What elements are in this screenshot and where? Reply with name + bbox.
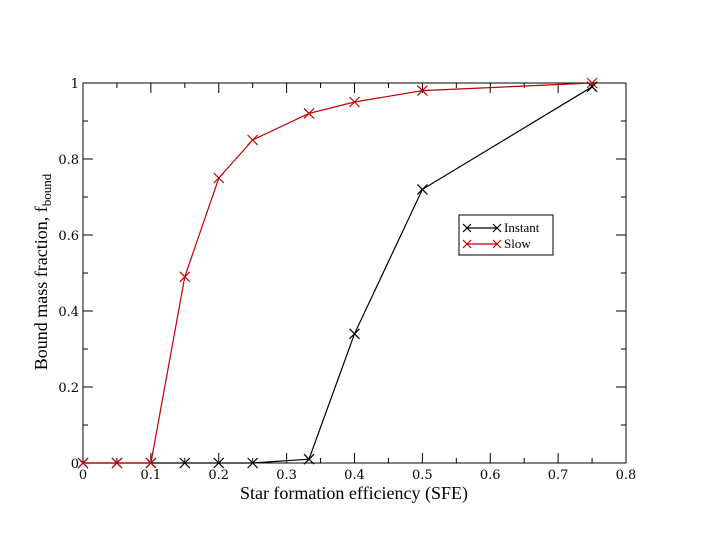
x-tick-label: 0.1 (141, 468, 162, 483)
axis-ticks: 0 0.1 0.2 0.3 0.4 0.5 0.6 0.7 0.8 0 0.2 0.4 0.6 0.8 1 (58, 77, 636, 483)
data-point-slow (213, 172, 225, 184)
legend-marker-instant (462, 223, 472, 233)
series-instant (77, 81, 598, 469)
data-point-slow (111, 457, 123, 469)
y-tick-label: 0.6 (58, 229, 79, 244)
x-tick-label: 0.3 (276, 468, 297, 483)
x-tick-label: 0.8 (616, 468, 637, 483)
data-point-slow (303, 107, 315, 119)
data-point-instant (179, 457, 191, 469)
legend-marker-instant (492, 223, 502, 233)
series-slow (77, 77, 598, 469)
legend-label-instant: Instant (504, 220, 540, 235)
series-line-instant (83, 86, 593, 464)
x-tick-label: 0.6 (480, 468, 501, 483)
legend-box (458, 214, 554, 256)
legend-label-slow: Slow (504, 236, 531, 251)
data-point-instant (349, 328, 360, 340)
data-point-instant (416, 183, 428, 195)
y-tick-label: 1 (71, 77, 79, 92)
y-axis-title-subscript: bound (39, 173, 54, 206)
data-point-instant (247, 457, 259, 469)
legend-marker-slow (462, 239, 472, 249)
x-tick-label: 0.2 (208, 468, 229, 483)
plot-frame (82, 82, 627, 464)
data-point-instant (213, 457, 225, 469)
data-point-slow (247, 134, 259, 146)
series-group (77, 77, 598, 469)
legend-item-instant: Instant (462, 220, 540, 235)
legend-item-slow: Slow (462, 236, 531, 251)
legend-marker-slow (492, 239, 502, 249)
x-tick-label: 0.7 (548, 468, 569, 483)
data-point-slow (179, 271, 191, 283)
x-tick-label: 0.5 (412, 468, 433, 483)
data-point-instant (303, 453, 315, 465)
x-tick-label: 0.4 (344, 468, 365, 483)
series-line-slow (83, 82, 593, 464)
y-axis-title-main: Bound mass fraction, f (31, 206, 51, 370)
data-point-slow (416, 85, 428, 97)
data-point-slow (145, 457, 157, 469)
y-tick-label: 0 (71, 457, 79, 472)
y-tick-label: 0.8 (58, 153, 79, 168)
y-tick-label: 0.2 (58, 381, 79, 396)
x-axis-title: Star formation efficiency (SFE) (240, 483, 468, 504)
y-axis-title: Bound mass fraction, fbound (31, 173, 54, 370)
y-tick-label: 0.4 (58, 305, 79, 320)
data-point-slow (586, 77, 598, 89)
data-point-slow (349, 96, 360, 108)
x-tick-label: 0 (79, 468, 87, 483)
data-point-slow (77, 457, 89, 469)
